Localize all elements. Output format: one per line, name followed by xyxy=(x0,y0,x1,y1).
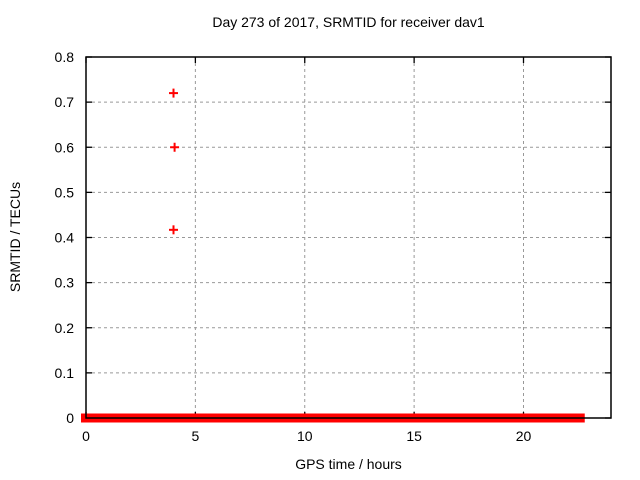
x-tick-label: 0 xyxy=(82,428,90,444)
y-tick-label: 0.3 xyxy=(55,275,75,291)
y-tick-label: 0 xyxy=(66,410,74,426)
x-tick-label: 20 xyxy=(516,428,532,444)
y-tick-label: 0.2 xyxy=(55,320,75,336)
x-axis-label: GPS time / hours xyxy=(295,456,402,472)
y-tick-label: 0.8 xyxy=(55,49,75,65)
y-tick-label: 0.7 xyxy=(55,94,75,110)
y-tick-label: 0.6 xyxy=(55,139,75,155)
x-tick-label: 10 xyxy=(297,428,313,444)
chart-title: Day 273 of 2017, SRMTID for receiver dav… xyxy=(212,14,485,30)
x-tick-label: 15 xyxy=(406,428,422,444)
plot-frame xyxy=(85,56,612,419)
y-tick-label: 0.4 xyxy=(55,230,75,246)
y-tick-label: 0.1 xyxy=(55,365,75,381)
x-tick-label: 5 xyxy=(191,428,199,444)
y-tick-label: 0.5 xyxy=(55,184,75,200)
